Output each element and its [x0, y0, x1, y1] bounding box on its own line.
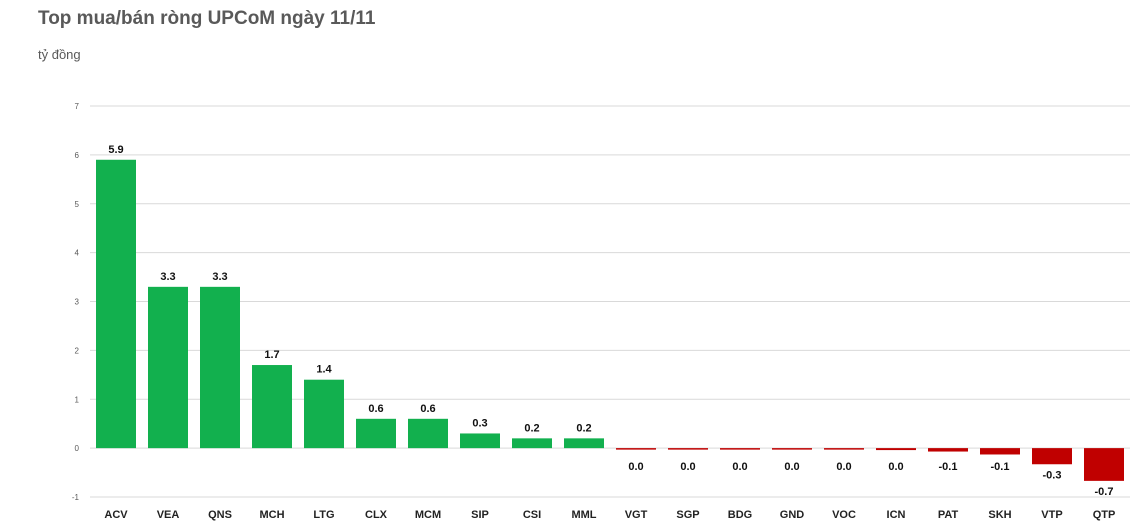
bar [304, 379, 344, 449]
x-category-label: MCH [259, 509, 284, 521]
data-label: 0.0 [784, 461, 799, 473]
bar [1084, 448, 1124, 481]
x-category-label: PAT [938, 509, 959, 521]
y-tick-label: 4 [75, 249, 80, 258]
bar [408, 418, 448, 449]
x-category-label: MML [571, 509, 596, 521]
y-tick-label: 2 [75, 346, 80, 355]
y-tick-label: 3 [75, 298, 80, 307]
bar [928, 448, 968, 452]
bar [96, 159, 136, 449]
x-category-label: ACV [104, 509, 128, 521]
x-category-label: CLX [365, 509, 388, 521]
y-tick-label: 0 [75, 444, 80, 453]
x-category-label: SGP [676, 509, 699, 521]
data-label: 1.4 [316, 364, 332, 376]
bar [512, 438, 552, 449]
bar [1032, 448, 1072, 465]
bar [772, 448, 812, 450]
y-tick-label: 5 [75, 200, 80, 209]
data-label: 0.0 [680, 461, 695, 473]
data-label: 0.6 [420, 403, 435, 415]
bar [200, 286, 240, 449]
x-category-label: VEA [157, 509, 180, 521]
x-category-label: BDG [728, 509, 752, 521]
x-category-label: VOC [832, 509, 856, 521]
x-category-label: VGT [625, 509, 648, 521]
x-category-label: CSI [523, 509, 541, 521]
bar [460, 433, 500, 449]
data-label: 0.0 [628, 461, 643, 473]
x-category-label: SKH [988, 509, 1011, 521]
data-label: 0.2 [524, 422, 539, 434]
bar [148, 286, 188, 449]
data-label: -0.1 [939, 461, 958, 473]
x-category-label: GND [780, 509, 805, 521]
data-label: 0.0 [888, 461, 903, 473]
data-label: 3.3 [212, 271, 227, 283]
bar [616, 448, 656, 450]
x-category-label: QTP [1093, 509, 1116, 521]
x-category-label: MCM [415, 509, 441, 521]
bar [720, 448, 760, 450]
y-tick-label: -1 [72, 493, 80, 502]
bar [668, 448, 708, 450]
data-label: 0.6 [368, 403, 383, 415]
bar [356, 418, 396, 449]
data-label: 0.0 [836, 461, 851, 473]
data-label: 0.2 [576, 422, 591, 434]
data-label: 5.9 [108, 144, 123, 156]
bar [980, 448, 1020, 455]
data-label: -0.3 [1043, 469, 1062, 481]
data-label: 1.7 [264, 349, 279, 361]
data-label: -0.1 [991, 461, 1010, 473]
x-category-label: QNS [208, 509, 232, 521]
y-tick-label: 1 [75, 395, 80, 404]
unit-label: tỷ đồng [38, 47, 81, 62]
x-category-label: VTP [1041, 509, 1062, 521]
data-label: -0.7 [1095, 486, 1114, 498]
y-tick-label: 6 [75, 151, 80, 160]
x-category-label: SIP [471, 509, 489, 521]
x-category-label: ICN [887, 509, 906, 521]
chart-title: Top mua/bán ròng UPCoM ngày 11/11 [38, 8, 376, 29]
x-category-label: LTG [313, 509, 334, 521]
bar [876, 448, 916, 451]
y-tick-label: 7 [75, 102, 80, 111]
bar [252, 365, 292, 449]
data-label: 0.0 [732, 461, 747, 473]
data-label: 0.3 [472, 417, 487, 429]
bar [564, 438, 604, 449]
data-label: 3.3 [160, 271, 175, 283]
bar [824, 448, 864, 450]
